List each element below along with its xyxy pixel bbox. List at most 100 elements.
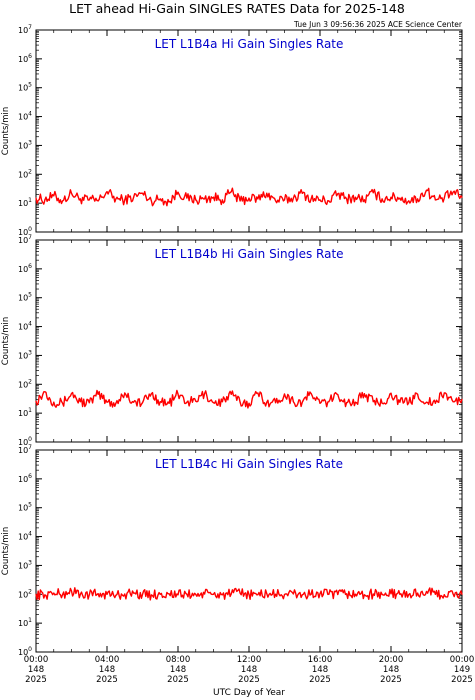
y-tick-exponent: 2 — [28, 588, 32, 595]
data-point — [310, 198, 312, 200]
data-point — [283, 393, 286, 395]
y-tick-exponent: 5 — [28, 292, 32, 299]
data-point — [88, 199, 90, 201]
data-point — [328, 593, 330, 595]
y-tick-label: 101 — [18, 197, 32, 208]
data-point — [133, 592, 135, 594]
data-point — [425, 590, 428, 593]
x-tick-time: 00:00 — [24, 655, 49, 665]
data-point — [443, 392, 445, 394]
data-point — [310, 593, 312, 595]
y-tick-exponent: 1 — [28, 617, 32, 624]
y-tick-exponent: 3 — [28, 139, 32, 146]
y-tick-exponent: 5 — [28, 82, 32, 89]
data-point — [275, 200, 277, 202]
data-point — [141, 402, 144, 404]
data-point — [417, 393, 419, 395]
data-point — [195, 400, 197, 402]
data-point — [434, 593, 436, 595]
data-point — [35, 197, 37, 199]
data-point — [106, 401, 108, 403]
y-tick-label: 105 — [18, 292, 32, 303]
y-tick-exponent: 0 — [28, 226, 32, 233]
data-point — [159, 401, 161, 403]
data-point — [399, 401, 401, 403]
data-point — [363, 199, 365, 201]
data-point — [168, 593, 170, 595]
panel-title: LET L1B4a Hi Gain Singles Rate — [155, 37, 344, 51]
y-tick-label: 103 — [18, 349, 32, 360]
y-tick-label: 102 — [18, 378, 32, 389]
data-point — [381, 198, 383, 200]
data-point — [150, 594, 152, 596]
data-point — [62, 200, 64, 202]
data-point — [390, 196, 392, 198]
plot-frame — [35, 449, 463, 653]
y-tick-exponent: 1 — [28, 407, 32, 414]
data-point — [372, 401, 374, 403]
data-point — [417, 592, 419, 594]
data-point — [266, 593, 268, 595]
data-point — [443, 594, 445, 596]
data-point — [390, 593, 392, 595]
data-point — [53, 401, 55, 403]
data-point — [408, 402, 410, 404]
data-point — [221, 594, 223, 596]
data-point — [35, 593, 37, 595]
data-point — [53, 592, 55, 594]
data-point — [221, 199, 223, 201]
series-line — [35, 187, 463, 207]
y-tick-label: 106 — [18, 473, 32, 484]
data-point — [292, 401, 294, 403]
data-point — [35, 400, 37, 402]
data-point — [97, 393, 99, 395]
data-point — [434, 199, 436, 201]
y-tick-exponent: 6 — [28, 473, 32, 480]
figure-title: LET ahead Hi-Gain SINGLES RATES Data for… — [69, 1, 405, 16]
panel-title: LET L1B4b Hi Gain Singles Rate — [154, 247, 343, 261]
data-point — [257, 392, 259, 394]
data-point — [186, 197, 188, 199]
data-point — [204, 392, 206, 395]
data-point — [70, 192, 73, 194]
x-tick-day: 148 — [28, 665, 44, 675]
data-point — [106, 191, 108, 193]
x-tick-time: 20:00 — [379, 655, 404, 665]
data-point — [452, 401, 454, 403]
y-tick-label: 104 — [18, 321, 32, 332]
data-point — [150, 393, 152, 395]
y-tick-label: 105 — [18, 82, 32, 93]
data-point — [141, 593, 144, 596]
data-point — [346, 198, 348, 200]
data-point — [97, 200, 99, 202]
data-point — [168, 201, 170, 203]
data-point — [79, 198, 81, 200]
y-tick-label: 101 — [18, 617, 32, 628]
y-tick-exponent: 4 — [28, 321, 32, 328]
data-point — [443, 197, 445, 199]
data-point — [328, 200, 330, 202]
data-point — [204, 593, 206, 595]
data-point — [97, 593, 99, 595]
x-tick-time: 08:00 — [166, 655, 191, 665]
generation-timestamp: Tue Jun 3 09:56:36 2025 ACE Science Cent… — [293, 20, 463, 29]
data-point — [212, 593, 215, 595]
y-tick-exponent: 6 — [28, 53, 32, 60]
data-point — [461, 593, 463, 595]
data-point — [301, 192, 303, 194]
y-tick-label: 103 — [18, 139, 32, 150]
data-point — [159, 198, 161, 200]
y-tick-exponent: 0 — [28, 436, 32, 443]
data-point — [115, 198, 117, 200]
data-point — [44, 199, 46, 201]
data-point — [88, 594, 90, 596]
data-point — [88, 402, 90, 404]
y-tick-label: 103 — [18, 559, 32, 570]
data-point — [266, 401, 268, 403]
data-point — [283, 593, 286, 596]
x-tick-day: 148 — [383, 665, 399, 675]
data-point — [186, 593, 188, 595]
data-point — [372, 593, 374, 595]
